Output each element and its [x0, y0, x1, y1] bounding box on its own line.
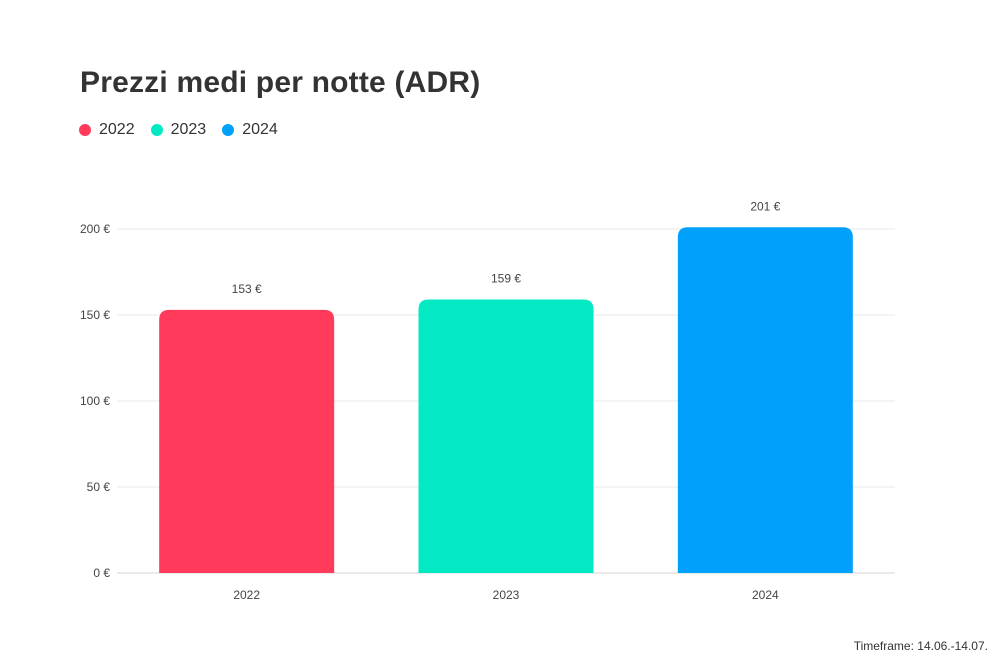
- y-tick-label-200: 200 €: [80, 222, 110, 236]
- legend-item-2023[interactable]: 2023: [150, 121, 207, 139]
- data-label-2022: 153 €: [232, 282, 262, 296]
- y-tick-label-50: 50 €: [87, 480, 111, 494]
- legend-label-2023: 2023: [170, 121, 207, 138]
- bar-2023: [418, 299, 594, 573]
- legend-item-2024[interactable]: 2024: [222, 121, 278, 139]
- timeframe-note: Timeframe: 14.06.-14.07.: [853, 639, 988, 653]
- legend-dot-2024: [222, 124, 235, 136]
- legend-label-2024: 2024: [242, 121, 278, 138]
- data-label-2024: 201 €: [750, 199, 780, 213]
- legend-dot-2022: [79, 124, 91, 136]
- chart-legend: 2022 2023 2024: [79, 121, 278, 139]
- bar-2022: [159, 309, 335, 573]
- y-tick-label-0: 0 €: [93, 566, 110, 580]
- legend-dot-2023: [150, 124, 163, 136]
- legend-label-2022: 2022: [99, 121, 135, 138]
- y-tick-label-100: 100 €: [80, 394, 110, 408]
- y-tick-label-150: 150 €: [80, 308, 110, 322]
- bar-2024: [677, 227, 853, 573]
- legend-item-2022[interactable]: 2022: [79, 121, 135, 139]
- chart-title: Prezzi medi per notte (ADR): [80, 66, 481, 99]
- x-tick-label-2022: 2022: [233, 588, 260, 602]
- data-label-2023: 159 €: [491, 272, 521, 286]
- x-tick-label-2023: 2023: [493, 588, 520, 602]
- x-tick-label-2024: 2024: [752, 588, 779, 602]
